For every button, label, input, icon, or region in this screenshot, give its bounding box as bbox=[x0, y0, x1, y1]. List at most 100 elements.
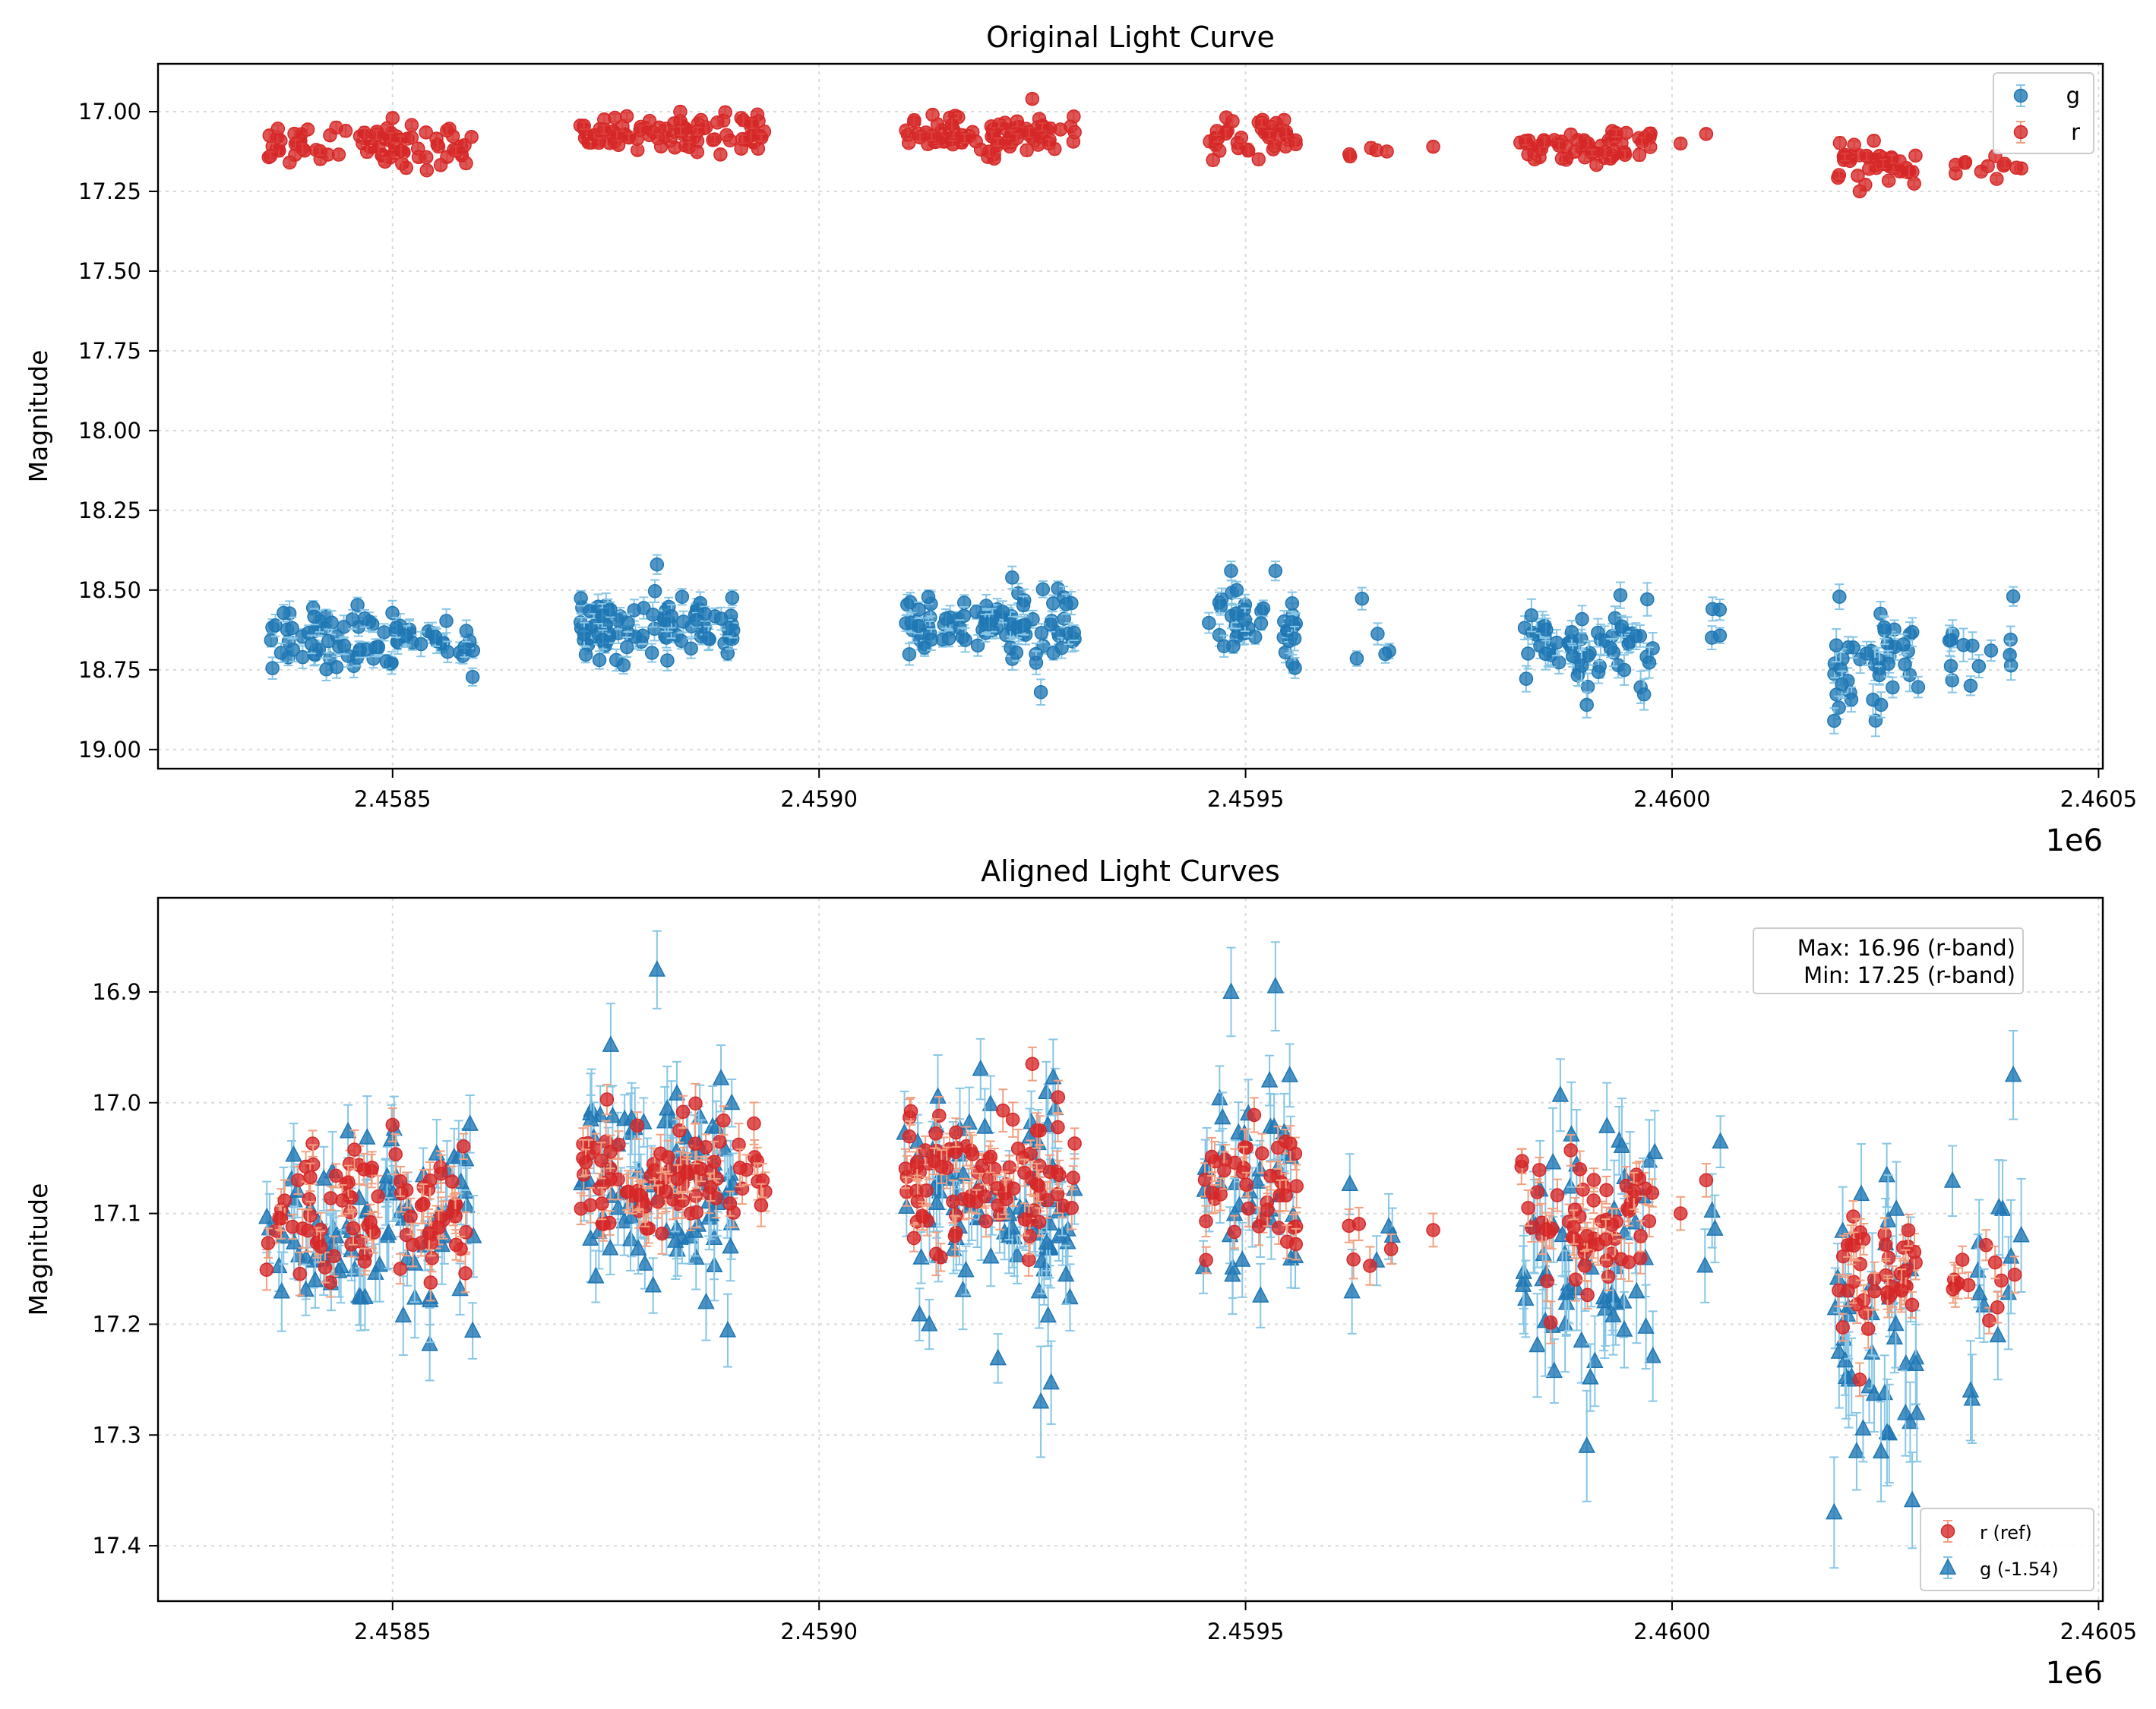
data-point-circle bbox=[1213, 596, 1226, 609]
y-axis-label: Magnitude bbox=[24, 350, 53, 483]
data-point-circle bbox=[286, 643, 299, 656]
data-point-circle bbox=[1068, 126, 1081, 139]
data-point-circle bbox=[1263, 128, 1276, 141]
data-point-circle bbox=[577, 119, 590, 132]
data-point-circle bbox=[1909, 149, 1922, 162]
data-point-circle bbox=[322, 635, 335, 648]
data-point-circle bbox=[1876, 157, 1889, 170]
data-point-circle bbox=[361, 145, 374, 158]
data-point-circle bbox=[1519, 134, 1532, 147]
data-point-circle bbox=[405, 118, 418, 131]
legend: gr bbox=[1993, 73, 2094, 153]
data-point-circle bbox=[1225, 564, 1238, 577]
data-point-circle bbox=[359, 612, 371, 625]
data-point-circle bbox=[1538, 135, 1551, 148]
y-tick-label: 17.00 bbox=[78, 99, 141, 125]
data-point-circle bbox=[1998, 157, 2011, 170]
data-point-circle bbox=[1834, 662, 1847, 675]
data-point-circle bbox=[431, 138, 444, 151]
data-point-circle bbox=[1641, 593, 1654, 606]
data-point-circle bbox=[983, 618, 996, 631]
data-point-circle bbox=[621, 641, 634, 654]
data-point-circle bbox=[996, 605, 1009, 618]
data-point-circle bbox=[1055, 642, 1068, 655]
y-tick-label: 18.50 bbox=[78, 577, 141, 603]
data-point-circle bbox=[1564, 128, 1577, 141]
data-point-circle bbox=[286, 621, 299, 634]
data-point-circle bbox=[1016, 619, 1029, 632]
data-point-circle bbox=[1035, 627, 1048, 640]
chart-title: Original Light Curve bbox=[986, 21, 1275, 54]
data-point-circle bbox=[617, 659, 630, 671]
data-point-circle bbox=[1026, 93, 1038, 106]
data-point-circle bbox=[715, 612, 728, 625]
data-point-circle bbox=[1972, 660, 1985, 673]
data-point-circle bbox=[1845, 693, 1857, 706]
data-point-circle bbox=[1830, 639, 1843, 652]
data-point-circle bbox=[1854, 185, 1867, 197]
data-point-circle bbox=[296, 142, 309, 155]
data-point-circle bbox=[702, 632, 715, 645]
data-point-circle bbox=[1598, 145, 1611, 158]
data-point-circle bbox=[1010, 115, 1023, 128]
data-point-circle bbox=[1565, 626, 1578, 639]
data-point-circle bbox=[458, 640, 471, 653]
data-point-circle bbox=[346, 613, 359, 626]
data-point-circle bbox=[593, 654, 606, 667]
data-point-circle bbox=[1427, 141, 1440, 153]
data-point-circle bbox=[925, 633, 937, 646]
data-point-circle bbox=[1540, 623, 1553, 636]
data-point-circle bbox=[621, 617, 634, 630]
data-point-circle bbox=[1863, 163, 1876, 175]
legend-label: r bbox=[2071, 119, 2080, 145]
data-point-circle bbox=[1984, 644, 1997, 657]
data-point-circle bbox=[1575, 659, 1588, 672]
data-point-circle bbox=[1010, 646, 1023, 659]
data-point-circle bbox=[420, 164, 433, 177]
data-point-circle bbox=[1379, 648, 1392, 661]
data-point-circle bbox=[1234, 131, 1247, 144]
data-point-circle bbox=[1371, 627, 1384, 640]
y-tick-label: 17.75 bbox=[78, 338, 141, 364]
data-point-circle bbox=[1203, 617, 1216, 630]
data-point-circle bbox=[338, 640, 351, 652]
data-point-circle bbox=[1350, 652, 1363, 665]
data-point-circle bbox=[1674, 137, 1687, 150]
y-tick-label: 18.25 bbox=[78, 498, 141, 523]
data-point-circle bbox=[1278, 113, 1291, 126]
data-point-circle bbox=[646, 608, 659, 621]
data-point-circle bbox=[378, 155, 391, 168]
data-point-circle bbox=[972, 639, 985, 652]
data-point-circle bbox=[908, 114, 921, 127]
data-point-circle bbox=[648, 622, 661, 635]
data-point-circle bbox=[649, 585, 662, 598]
data-point-circle bbox=[650, 558, 663, 571]
data-point-circle bbox=[698, 608, 711, 621]
data-point-circle bbox=[661, 654, 674, 667]
data-point-circle bbox=[1610, 127, 1623, 140]
x-axis-offset-label: 1e6 bbox=[2045, 823, 2103, 858]
data-point-circle bbox=[1555, 152, 1568, 165]
x-tick-label: 2.4595 bbox=[1207, 786, 1284, 812]
data-point-circle bbox=[1010, 131, 1023, 144]
data-point-circle bbox=[450, 144, 463, 157]
data-point-circle bbox=[1618, 148, 1631, 161]
data-point-circle bbox=[1370, 144, 1383, 156]
data-point-circle bbox=[1911, 681, 1924, 693]
data-point-circle bbox=[1230, 583, 1243, 596]
data-point-circle bbox=[1642, 656, 1655, 669]
data-point-circle bbox=[1646, 642, 1659, 655]
data-point-circle bbox=[2007, 590, 2020, 603]
data-point-circle bbox=[714, 148, 727, 161]
data-point-circle bbox=[1592, 627, 1604, 640]
data-point-circle bbox=[1551, 637, 1563, 649]
data-point-circle bbox=[1908, 177, 1920, 190]
x-tick-label: 2.4600 bbox=[1633, 786, 1710, 812]
y-tick-label: 19.00 bbox=[78, 737, 141, 763]
data-point-circle bbox=[1036, 583, 1049, 595]
data-point-circle bbox=[1238, 613, 1251, 626]
data-point-circle bbox=[1833, 590, 1846, 603]
data-point-circle bbox=[466, 671, 479, 684]
